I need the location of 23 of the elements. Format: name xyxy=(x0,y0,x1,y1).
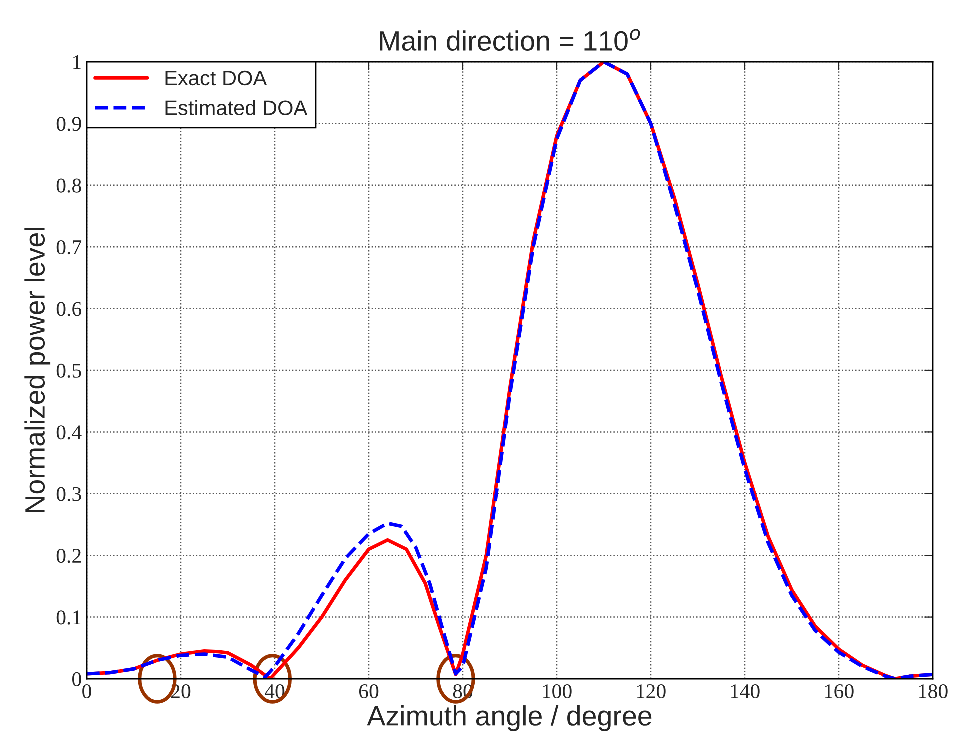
x-tick-label: 60 xyxy=(359,684,379,699)
y-tick-label: 0 xyxy=(72,672,82,686)
x-tick-label: 180 xyxy=(919,684,948,699)
x-tick-label: 140 xyxy=(731,684,760,699)
legend-label: Exact DOA xyxy=(166,70,268,86)
y-axis-title: Normalized power level xyxy=(24,228,51,513)
y-tick-label: 1 xyxy=(74,55,81,70)
y-tick-label: 0.4 xyxy=(56,426,82,440)
x-tick-label: 160 xyxy=(825,684,854,699)
y-tick-label: 0.8 xyxy=(56,178,82,193)
y-tick-label: 0.1 xyxy=(56,610,81,625)
legend-label: Estimated DOA xyxy=(166,100,308,116)
x-tick-label: 0 xyxy=(82,684,92,699)
x-tick-label: 100 xyxy=(543,684,572,699)
y-tick-label: 0.5 xyxy=(56,364,82,378)
y-tick-label: 0.6 xyxy=(56,302,82,316)
y-tick-label: 0.2 xyxy=(56,548,81,564)
y-tick-label: 0.7 xyxy=(56,240,82,255)
x-axis-title: Azimuth angle / degree xyxy=(367,706,652,732)
chart-title: Main direction = 110$^{o}$ xyxy=(380,29,640,52)
y-tick-label: 0.9 xyxy=(56,117,82,132)
y-tick-label: 0.3 xyxy=(56,487,82,502)
x-tick-label: 120 xyxy=(637,684,666,699)
